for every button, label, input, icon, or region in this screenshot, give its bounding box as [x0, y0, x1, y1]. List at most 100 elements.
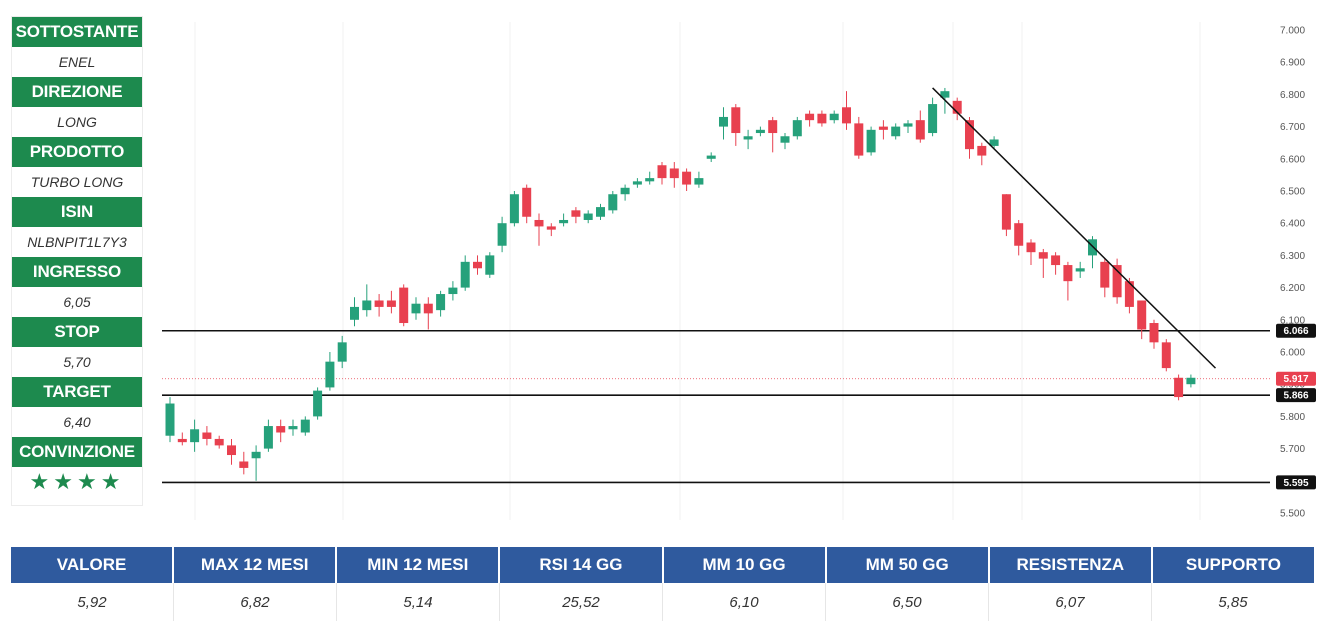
candle [866, 126, 876, 156]
candle [1100, 258, 1110, 298]
candle-body [952, 100, 962, 114]
label-stop: STOP [12, 317, 142, 347]
candle [854, 116, 864, 159]
candle [177, 432, 187, 446]
y-tick-label: 6.000 [1280, 348, 1305, 359]
candle-body [780, 136, 790, 143]
candle [522, 184, 532, 224]
candle-body [854, 123, 864, 156]
candle-body [1001, 194, 1011, 230]
candle [645, 171, 655, 185]
candle [546, 223, 556, 237]
candle-body [1161, 342, 1171, 369]
candle [1026, 239, 1036, 266]
candle-body [190, 429, 200, 443]
candle-body [374, 300, 384, 307]
candle [608, 191, 618, 214]
candle-body [768, 120, 778, 134]
candles [165, 87, 1196, 481]
candle-body [509, 194, 519, 224]
candle-body [583, 213, 593, 220]
candle-body [829, 113, 839, 121]
candle [288, 419, 298, 436]
candle-body [313, 390, 323, 417]
header-valore: VALORE [11, 547, 175, 583]
candle-body [473, 261, 482, 269]
candle [411, 297, 421, 320]
price-tags: 6.066 5.866 5.595 5.917 [1276, 323, 1316, 490]
candle [399, 284, 409, 327]
candle [1186, 374, 1196, 388]
vertical-grid [194, 22, 1201, 520]
candle [903, 120, 913, 134]
candle-body [214, 438, 224, 446]
candle-body [682, 171, 692, 185]
conviction-stars-icon: ★★★★ [12, 467, 142, 497]
level-price-tag-bg [1276, 388, 1316, 403]
value-stop: 5,70 [12, 347, 142, 377]
candle [1038, 248, 1048, 278]
candle-body [263, 426, 273, 449]
candle-body [1137, 300, 1147, 330]
candle-body [362, 300, 372, 311]
candle-body [645, 178, 655, 182]
trendline [932, 87, 1217, 369]
candle-body [1026, 242, 1036, 253]
header-mm-50-gg: MM 50 GG [826, 547, 990, 583]
y-tick-label: 6.300 [1280, 251, 1305, 262]
candle [915, 110, 925, 143]
candle [1051, 252, 1061, 275]
candlestick-chart: 5.5005.6005.7005.8005.9006.0006.1006.200… [160, 10, 1325, 525]
value-target: 6,40 [12, 407, 142, 437]
candle-body [386, 300, 396, 307]
label-ingresso: INGRESSO [12, 257, 142, 287]
stats-header-row: VALORE MAX 12 MESI MIN 12 MESI RSI 14 GG… [11, 547, 1314, 583]
candle-body [731, 107, 741, 134]
candle-body [448, 287, 458, 295]
candle [460, 255, 470, 291]
level-price-tag-text: 6.066 [1283, 326, 1308, 337]
last-price-tag-text: 5.917 [1283, 374, 1308, 385]
candle-body [965, 120, 974, 150]
label-prodotto: PRODOTTO [12, 137, 142, 167]
y-tick-label: 6.200 [1280, 283, 1305, 294]
candle [682, 168, 692, 191]
label-convinzione: CONVINZIONE [12, 437, 142, 467]
candle [337, 335, 347, 369]
last-price-tag: 5.917 [1276, 371, 1316, 386]
candle [1075, 261, 1085, 278]
header-rsi-14-gg: RSI 14 GG [500, 547, 664, 583]
candle-body [497, 223, 507, 246]
header-min-12-mesi: MIN 12 MESI [337, 547, 501, 583]
level-price-tag: 6.066 [1276, 323, 1316, 338]
candle-body [669, 168, 679, 179]
candle-body [1124, 281, 1134, 307]
candle-body [1112, 265, 1122, 298]
candle [263, 419, 273, 452]
candle-body [596, 207, 605, 217]
candle-body [743, 136, 753, 140]
candle [805, 110, 815, 127]
label-target: TARGET [12, 377, 142, 407]
candle-body [288, 426, 298, 430]
candle [977, 142, 987, 166]
candle [423, 297, 433, 330]
label-sottostante: SOTTOSTANTE [12, 17, 142, 47]
candle-body [485, 255, 495, 275]
candle-body [608, 194, 618, 211]
candle [1137, 300, 1147, 340]
candle [768, 116, 778, 153]
candle [485, 252, 495, 278]
candle [313, 387, 323, 420]
candle [473, 255, 482, 275]
candle [190, 419, 200, 452]
candle [620, 184, 630, 201]
candle [829, 110, 839, 124]
y-tick-label: 5.800 [1280, 412, 1305, 423]
value-valore: 5,92 [11, 583, 174, 621]
candle-body [165, 403, 175, 436]
candle-body [399, 287, 409, 324]
candle [842, 91, 851, 130]
value-prodotto: TURBO LONG [12, 167, 142, 197]
candle-body [1075, 268, 1085, 272]
